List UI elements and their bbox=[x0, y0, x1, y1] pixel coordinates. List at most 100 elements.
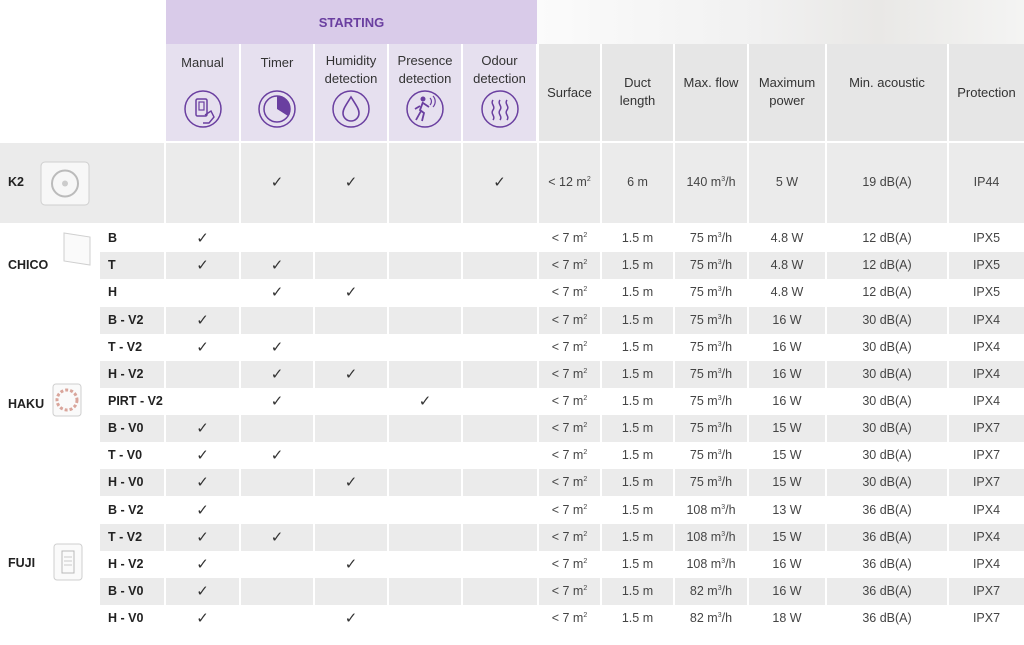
model-name: CHICO bbox=[8, 257, 49, 272]
cell-protection: IPX4 bbox=[972, 503, 1001, 517]
cell-acoustic: 36 dB(A) bbox=[862, 611, 912, 625]
variant-label: B - V2 bbox=[108, 503, 144, 517]
cell-surface: < 7 m2 bbox=[551, 448, 588, 462]
variant-label: T - V2 bbox=[108, 530, 143, 544]
table-row bbox=[0, 524, 1024, 551]
column-header-duct: Duct length bbox=[602, 44, 673, 141]
table-row bbox=[0, 361, 1024, 388]
check-mark: ✓ bbox=[196, 230, 209, 247]
table-row bbox=[0, 469, 1024, 496]
cell-flow: 75 m3/h bbox=[689, 285, 733, 299]
column-header-humidity: Humidity detection bbox=[315, 44, 387, 141]
column-header-label: Presence detection bbox=[397, 53, 453, 86]
check-mark: ✓ bbox=[196, 312, 209, 329]
check-mark: ✓ bbox=[270, 529, 284, 546]
cell-flow: 82 m3/h bbox=[689, 611, 733, 625]
cell-surface: < 7 m2 bbox=[551, 611, 588, 625]
cell-duct: 1.5 m bbox=[621, 448, 654, 462]
cell-protection: IPX7 bbox=[972, 421, 1001, 435]
variant-label: B - V0 bbox=[108, 584, 144, 598]
cell-acoustic: 30 dB(A) bbox=[862, 394, 912, 408]
cell-acoustic: 36 dB(A) bbox=[862, 503, 912, 517]
column-header-label: Maximum power bbox=[758, 75, 816, 108]
column-header-label: Odour detection bbox=[473, 53, 526, 86]
cell-duct: 6 m bbox=[627, 175, 648, 189]
column-header-timer: Timer bbox=[241, 44, 313, 141]
cell-protection: IPX7 bbox=[972, 448, 1001, 462]
cell-protection: IPX5 bbox=[972, 258, 1001, 272]
check-mark: ✓ bbox=[196, 339, 209, 356]
variant-label: B bbox=[108, 231, 118, 245]
cell-power: 16 W bbox=[772, 313, 802, 327]
column-divider bbox=[825, 44, 827, 645]
cell-flow: 75 m3/h bbox=[689, 421, 733, 435]
cell-power: 16 W bbox=[772, 394, 802, 408]
cell-protection: IP44 bbox=[973, 175, 1000, 189]
cell-duct: 1.5 m bbox=[621, 367, 654, 381]
check-mark: ✓ bbox=[196, 610, 209, 627]
cell-power: 5 W bbox=[775, 175, 799, 189]
cell-surface: < 7 m2 bbox=[551, 503, 588, 517]
timer-icon bbox=[257, 89, 297, 129]
column-divider bbox=[461, 44, 463, 645]
cell-surface: < 7 m2 bbox=[551, 285, 588, 299]
cell-flow: 75 m3/h bbox=[689, 258, 733, 272]
row-shade bbox=[100, 307, 1024, 334]
cell-flow: 75 m3/h bbox=[689, 394, 733, 408]
model-name: HAKU bbox=[8, 396, 45, 411]
cell-flow: 108 m3/h bbox=[686, 503, 736, 517]
variant-label: T bbox=[108, 258, 116, 272]
column-header-label: Humidity detection bbox=[324, 53, 378, 86]
cell-power: 16 W bbox=[772, 340, 802, 354]
cell-surface: < 12 m2 bbox=[548, 175, 591, 189]
cell-acoustic: 12 dB(A) bbox=[862, 231, 912, 245]
row-shade bbox=[100, 415, 1024, 442]
cell-protection: IPX7 bbox=[972, 611, 1001, 625]
variant-label: H bbox=[108, 285, 118, 299]
cell-duct: 1.5 m bbox=[621, 285, 654, 299]
column-header-label: Surface bbox=[547, 85, 592, 100]
cell-flow: 75 m3/h bbox=[689, 231, 733, 245]
variant-label: H - V0 bbox=[108, 475, 144, 489]
model-name: FUJI bbox=[8, 555, 36, 570]
check-mark: ✓ bbox=[196, 474, 209, 491]
cell-surface: < 7 m2 bbox=[551, 584, 588, 598]
cell-flow: 82 m3/h bbox=[689, 584, 733, 598]
cell-duct: 1.5 m bbox=[621, 258, 654, 272]
cell-power: 16 W bbox=[772, 557, 802, 571]
cell-power: 16 W bbox=[772, 584, 802, 598]
cell-acoustic: 19 dB(A) bbox=[862, 175, 912, 189]
humidity-drop-icon bbox=[331, 89, 371, 129]
cell-protection: IPX4 bbox=[972, 394, 1001, 408]
check-mark: ✓ bbox=[196, 502, 209, 519]
check-mark: ✓ bbox=[270, 174, 284, 191]
cell-surface: < 7 m2 bbox=[551, 313, 588, 327]
cell-flow: 75 m3/h bbox=[689, 313, 733, 327]
k2-fan-image bbox=[40, 161, 90, 206]
cell-surface: < 7 m2 bbox=[551, 367, 588, 381]
cell-protection: IPX7 bbox=[972, 584, 1001, 598]
odour-waves-icon bbox=[480, 89, 520, 129]
cell-flow: 75 m3/h bbox=[689, 475, 733, 489]
check-mark: ✓ bbox=[196, 257, 209, 274]
variant-label: H - V2 bbox=[108, 557, 144, 571]
check-mark: ✓ bbox=[196, 529, 209, 546]
column-divider bbox=[600, 44, 602, 645]
column-divider bbox=[313, 44, 315, 645]
manual-switch-icon bbox=[183, 89, 223, 129]
table-row bbox=[0, 578, 1024, 605]
column-header-label: Timer bbox=[260, 55, 294, 70]
cell-duct: 1.5 m bbox=[621, 530, 654, 544]
cell-duct: 1.5 m bbox=[621, 421, 654, 435]
column-header-protection: Protection bbox=[949, 44, 1024, 141]
cell-protection: IPX4 bbox=[972, 340, 1001, 354]
column-divider bbox=[239, 44, 241, 645]
cell-duct: 1.5 m bbox=[621, 475, 654, 489]
column-header-label: Protection bbox=[957, 85, 1016, 100]
row-shade bbox=[100, 524, 1024, 551]
check-mark: ✓ bbox=[270, 284, 284, 301]
column-header-label: Manual bbox=[181, 55, 224, 70]
cell-surface: < 7 m2 bbox=[551, 421, 588, 435]
cell-surface: < 7 m2 bbox=[551, 557, 588, 571]
cell-power: 13 W bbox=[772, 503, 802, 517]
